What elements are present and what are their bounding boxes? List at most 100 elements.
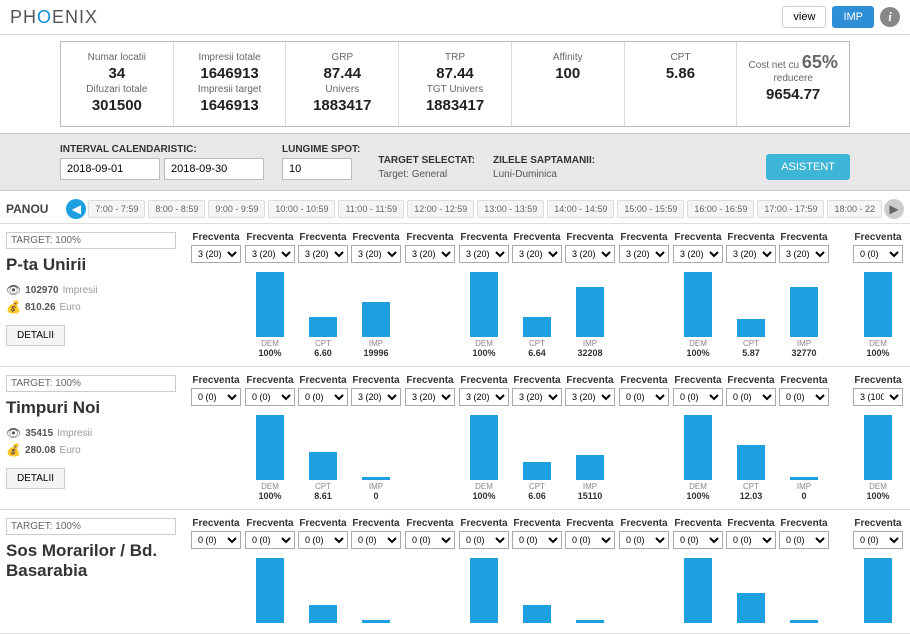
time-slot[interactable]: 9:00 - 9:59 (208, 200, 265, 218)
slot-column: Frecventa 3 (20) CPT6.64 (512, 232, 562, 358)
freq-select[interactable]: 0 (0) (191, 531, 241, 549)
time-slot[interactable]: 12:00 - 12:59 (407, 200, 474, 218)
euro-meta: 💰 810.26 Euro (6, 300, 183, 314)
asistent-button[interactable]: ASISTENT (766, 154, 850, 180)
slot-column: Frecventa 3 (20) IMP32770 (779, 232, 829, 358)
bar-wrap (191, 410, 241, 480)
freq-select[interactable]: 3 (20) (351, 245, 401, 263)
bar-wrap (619, 553, 669, 623)
chart-bar (523, 317, 551, 337)
freq-select[interactable]: 3 (20) (512, 245, 562, 263)
bar-value: 100% (686, 348, 709, 358)
freq-select[interactable]: 3 (20) (779, 245, 829, 263)
target-value: Target: General (378, 169, 475, 180)
freq-select[interactable]: 0 (0) (298, 531, 348, 549)
slot-column: Frecventa 3 (100) DEM100% (853, 375, 903, 501)
freq-select[interactable]: 0 (0) (351, 531, 401, 549)
time-slot[interactable]: 15:00 - 15:59 (617, 200, 684, 218)
chart-bar (523, 462, 551, 480)
chart-bar (576, 287, 604, 337)
chart-bar (864, 272, 892, 337)
freq-select[interactable]: 0 (0) (619, 388, 669, 406)
freq-select[interactable]: 3 (20) (726, 245, 776, 263)
freq-select[interactable]: 0 (0) (512, 531, 562, 549)
impresii-meta: 👁 35415 Impresii (6, 426, 183, 440)
bar-label: IMP (797, 482, 811, 491)
freq-select[interactable]: 3 (20) (565, 388, 615, 406)
time-slot[interactable]: 17:00 - 17:59 (757, 200, 824, 218)
time-slot[interactable]: 8:00 - 8:59 (148, 200, 205, 218)
scroll-right-icon[interactable]: ▶ (884, 199, 904, 219)
lungime-input[interactable] (282, 158, 352, 180)
freq-select[interactable]: 3 (20) (619, 245, 669, 263)
target-box: TARGET: 100% (6, 232, 176, 249)
freq-select[interactable]: 3 (20) (459, 245, 509, 263)
detail-button[interactable]: DETALII (6, 468, 65, 489)
freq-select[interactable]: 3 (100) (853, 388, 903, 406)
freq-select[interactable]: 3 (20) (245, 245, 295, 263)
freq-label: Frecventa (513, 232, 560, 243)
scroll-left-icon[interactable]: ◀ (66, 199, 86, 219)
date-to-input[interactable] (164, 158, 264, 180)
bar-wrap (512, 410, 562, 480)
date-from-input[interactable] (60, 158, 160, 180)
freq-select[interactable]: 0 (0) (726, 531, 776, 549)
freq-select[interactable]: 0 (0) (779, 531, 829, 549)
freq-select[interactable]: 0 (0) (673, 531, 723, 549)
stat-label: Univers (290, 84, 394, 95)
panel-title: PANOU (6, 202, 48, 216)
freq-select[interactable]: 3 (20) (191, 245, 241, 263)
freq-select[interactable]: 3 (20) (351, 388, 401, 406)
bar-label: IMP (369, 339, 383, 348)
detail-button[interactable]: DETALII (6, 325, 65, 346)
time-slot[interactable]: 16:00 - 16:59 (687, 200, 754, 218)
freq-select[interactable]: 0 (0) (619, 531, 669, 549)
freq-select[interactable]: 0 (0) (726, 388, 776, 406)
time-slot[interactable]: 7:00 - 7:59 (88, 200, 145, 218)
freq-select[interactable]: 0 (0) (405, 531, 455, 549)
info-icon[interactable]: i (880, 7, 900, 27)
time-slot[interactable]: 11:00 - 11:59 (338, 200, 404, 218)
freq-select[interactable]: 3 (20) (512, 388, 562, 406)
bar-value: 100% (472, 348, 495, 358)
freq-select[interactable]: 0 (0) (245, 388, 295, 406)
slot-column: Frecventa 3 (20) DEM100% (459, 375, 509, 501)
freq-select[interactable]: 3 (20) (298, 245, 348, 263)
slot-column: Frecventa 0 (0) (565, 518, 615, 625)
bar-label: DEM (261, 482, 279, 491)
time-slot[interactable]: 13:00 - 13:59 (477, 200, 544, 218)
freq-select[interactable]: 3 (20) (673, 245, 723, 263)
bar-wrap (459, 553, 509, 623)
freq-select[interactable]: 0 (0) (673, 388, 723, 406)
freq-select[interactable]: 0 (0) (459, 531, 509, 549)
slot-column: Frecventa 3 (20) CPT5.87 (726, 232, 776, 358)
view-button[interactable]: view (782, 6, 826, 28)
freq-select[interactable]: 3 (20) (405, 245, 455, 263)
freq-label: Frecventa (674, 375, 721, 386)
freq-label: Frecventa (246, 375, 293, 386)
freq-select[interactable]: 3 (20) (459, 388, 509, 406)
time-slot[interactable]: 10:00 - 10:59 (268, 200, 335, 218)
freq-select[interactable]: 0 (0) (853, 531, 903, 549)
freq-select[interactable]: 0 (0) (853, 245, 903, 263)
interval-label: INTERVAL CALENDARISTIC: (60, 144, 264, 155)
time-slot[interactable]: 14:00 - 14:59 (547, 200, 614, 218)
freq-select[interactable]: 3 (20) (405, 388, 455, 406)
slot-column: Frecventa 3 (20) (405, 375, 455, 501)
freq-label: Frecventa (246, 518, 293, 529)
freq-select[interactable]: 0 (0) (565, 531, 615, 549)
freq-select[interactable]: 0 (0) (245, 531, 295, 549)
filters-bar: INTERVAL CALENDARISTIC: LUNGIME SPOT: TA… (0, 133, 910, 191)
bar-value: 6.60 (314, 348, 332, 358)
imp-button[interactable]: IMP (832, 6, 874, 28)
freq-select[interactable]: 0 (0) (191, 388, 241, 406)
target-box: TARGET: 100% (6, 375, 176, 392)
bar-wrap (512, 267, 562, 337)
time-slot[interactable]: 18:00 - 22 (827, 200, 882, 218)
bar-wrap (779, 410, 829, 480)
freq-select[interactable]: 0 (0) (298, 388, 348, 406)
bar-wrap (351, 410, 401, 480)
freq-select[interactable]: 3 (20) (565, 245, 615, 263)
bar-wrap (298, 553, 348, 623)
freq-select[interactable]: 0 (0) (779, 388, 829, 406)
